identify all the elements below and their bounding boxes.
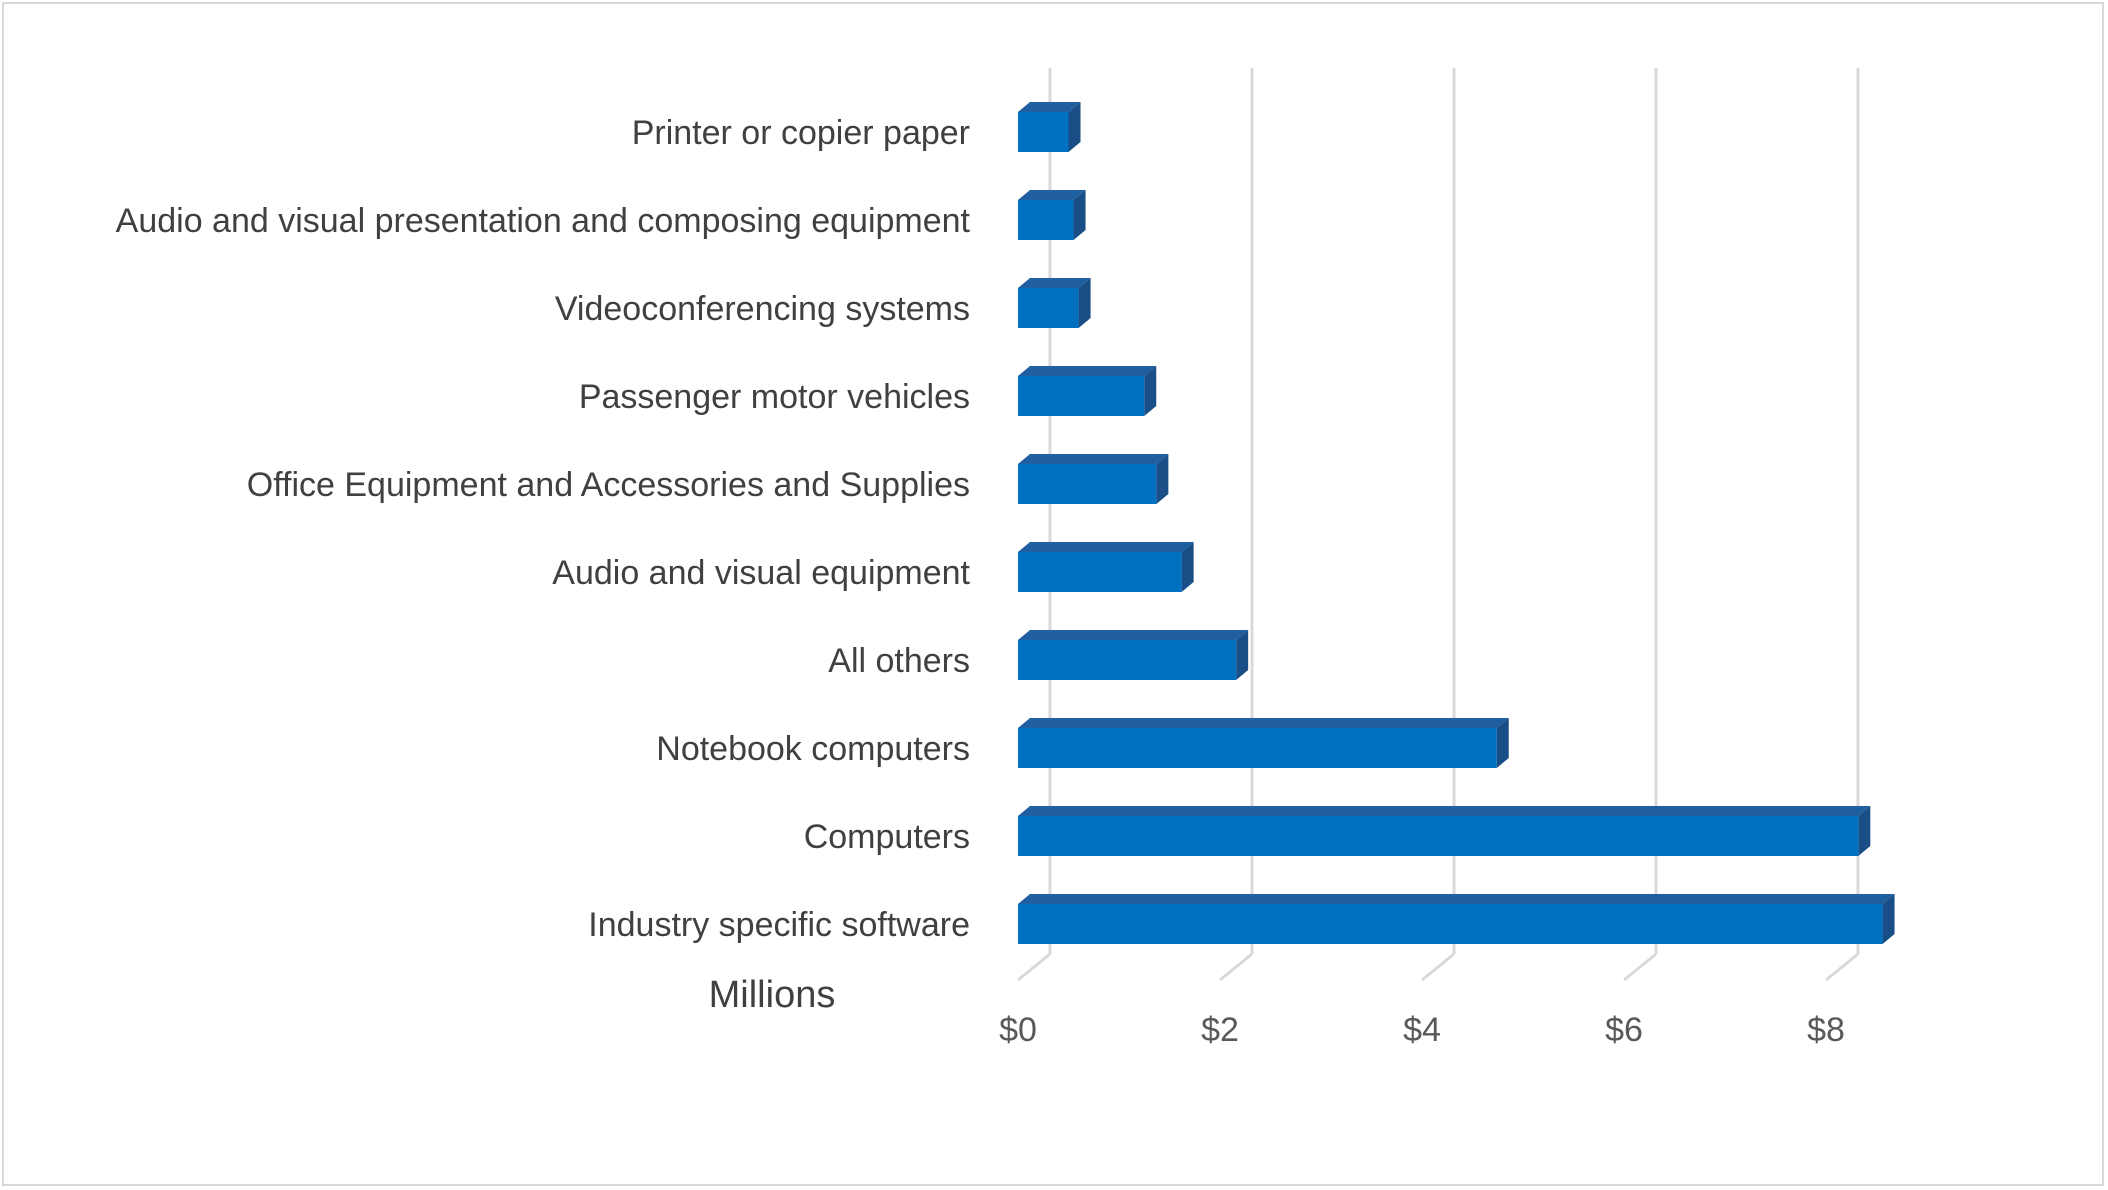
category-label: Computers bbox=[804, 818, 970, 856]
bar-front-face bbox=[1018, 904, 1883, 944]
bar-front-face bbox=[1018, 200, 1074, 240]
x-axis-tick-labels: $0 $2 $4 $6 $8 bbox=[999, 1011, 1845, 1049]
category-label: Office Equipment and Accessories and Sup… bbox=[247, 466, 970, 504]
bar-front-face bbox=[1018, 816, 1859, 856]
bar bbox=[1018, 630, 1249, 680]
bar-side-face bbox=[1073, 190, 1086, 240]
bar-chart: Printer or copier paper Audio and visual … bbox=[116, 68, 1895, 1049]
bar-top-face bbox=[1018, 366, 1157, 376]
bar-front-face bbox=[1018, 112, 1069, 152]
bar-side-face bbox=[1858, 806, 1871, 856]
category-label: All others bbox=[828, 642, 970, 680]
bar-top-face bbox=[1018, 278, 1091, 288]
bar bbox=[1018, 542, 1194, 592]
bar-front-face bbox=[1018, 464, 1157, 504]
bar-side-face bbox=[1144, 366, 1157, 416]
floor-gridline bbox=[1623, 952, 1657, 982]
floor-gridline bbox=[1219, 952, 1253, 982]
bar bbox=[1018, 278, 1091, 328]
x-tick-label: $6 bbox=[1605, 1011, 1643, 1049]
bar bbox=[1018, 894, 1895, 944]
bars bbox=[1018, 102, 1895, 944]
bar-front-face bbox=[1018, 288, 1079, 328]
category-label: Audio and visual equipment bbox=[552, 554, 970, 592]
bar bbox=[1018, 366, 1157, 416]
bar-top-face bbox=[1018, 718, 1509, 728]
category-label: Passenger motor vehicles bbox=[579, 378, 970, 416]
axis-unit-label: Millions bbox=[709, 974, 836, 1016]
x-tick-label: $4 bbox=[1403, 1011, 1441, 1049]
bar-top-face bbox=[1018, 894, 1895, 904]
bar bbox=[1018, 806, 1871, 856]
bar-side-face bbox=[1882, 894, 1895, 944]
x-tick-label: $0 bbox=[999, 1011, 1037, 1049]
bar-side-face bbox=[1181, 542, 1194, 592]
floor-gridline bbox=[1017, 952, 1051, 982]
bar bbox=[1018, 718, 1509, 768]
bar-top-face bbox=[1018, 542, 1194, 552]
bar-top-face bbox=[1018, 454, 1169, 464]
bar-front-face bbox=[1018, 640, 1237, 680]
floor-gridline bbox=[1825, 952, 1859, 982]
category-label: Printer or copier paper bbox=[632, 114, 970, 152]
bar bbox=[1018, 454, 1169, 504]
bar-side-face bbox=[1496, 718, 1509, 768]
x-tick-label: $2 bbox=[1201, 1011, 1239, 1049]
category-label: Industry specific software bbox=[588, 906, 970, 944]
category-label: Audio and visual presentation and compos… bbox=[116, 202, 971, 240]
bar-top-face bbox=[1018, 630, 1249, 640]
bar-side-face bbox=[1078, 278, 1091, 328]
bar-front-face bbox=[1018, 376, 1145, 416]
bar-side-face bbox=[1156, 454, 1169, 504]
bar-front-face bbox=[1018, 728, 1497, 768]
bar-side-face bbox=[1068, 102, 1081, 152]
floor-gridline bbox=[1421, 952, 1455, 982]
x-tick-label: $8 bbox=[1807, 1011, 1845, 1049]
bar-side-face bbox=[1236, 630, 1249, 680]
category-label: Videoconferencing systems bbox=[555, 290, 970, 328]
category-label: Notebook computers bbox=[656, 730, 970, 768]
bar-top-face bbox=[1018, 102, 1081, 112]
bar-top-face bbox=[1018, 806, 1871, 816]
bar-top-face bbox=[1018, 190, 1086, 200]
bar-front-face bbox=[1018, 552, 1182, 592]
bar bbox=[1018, 102, 1081, 152]
category-labels: Printer or copier paper Audio and visual … bbox=[116, 114, 971, 944]
bar bbox=[1018, 190, 1086, 240]
